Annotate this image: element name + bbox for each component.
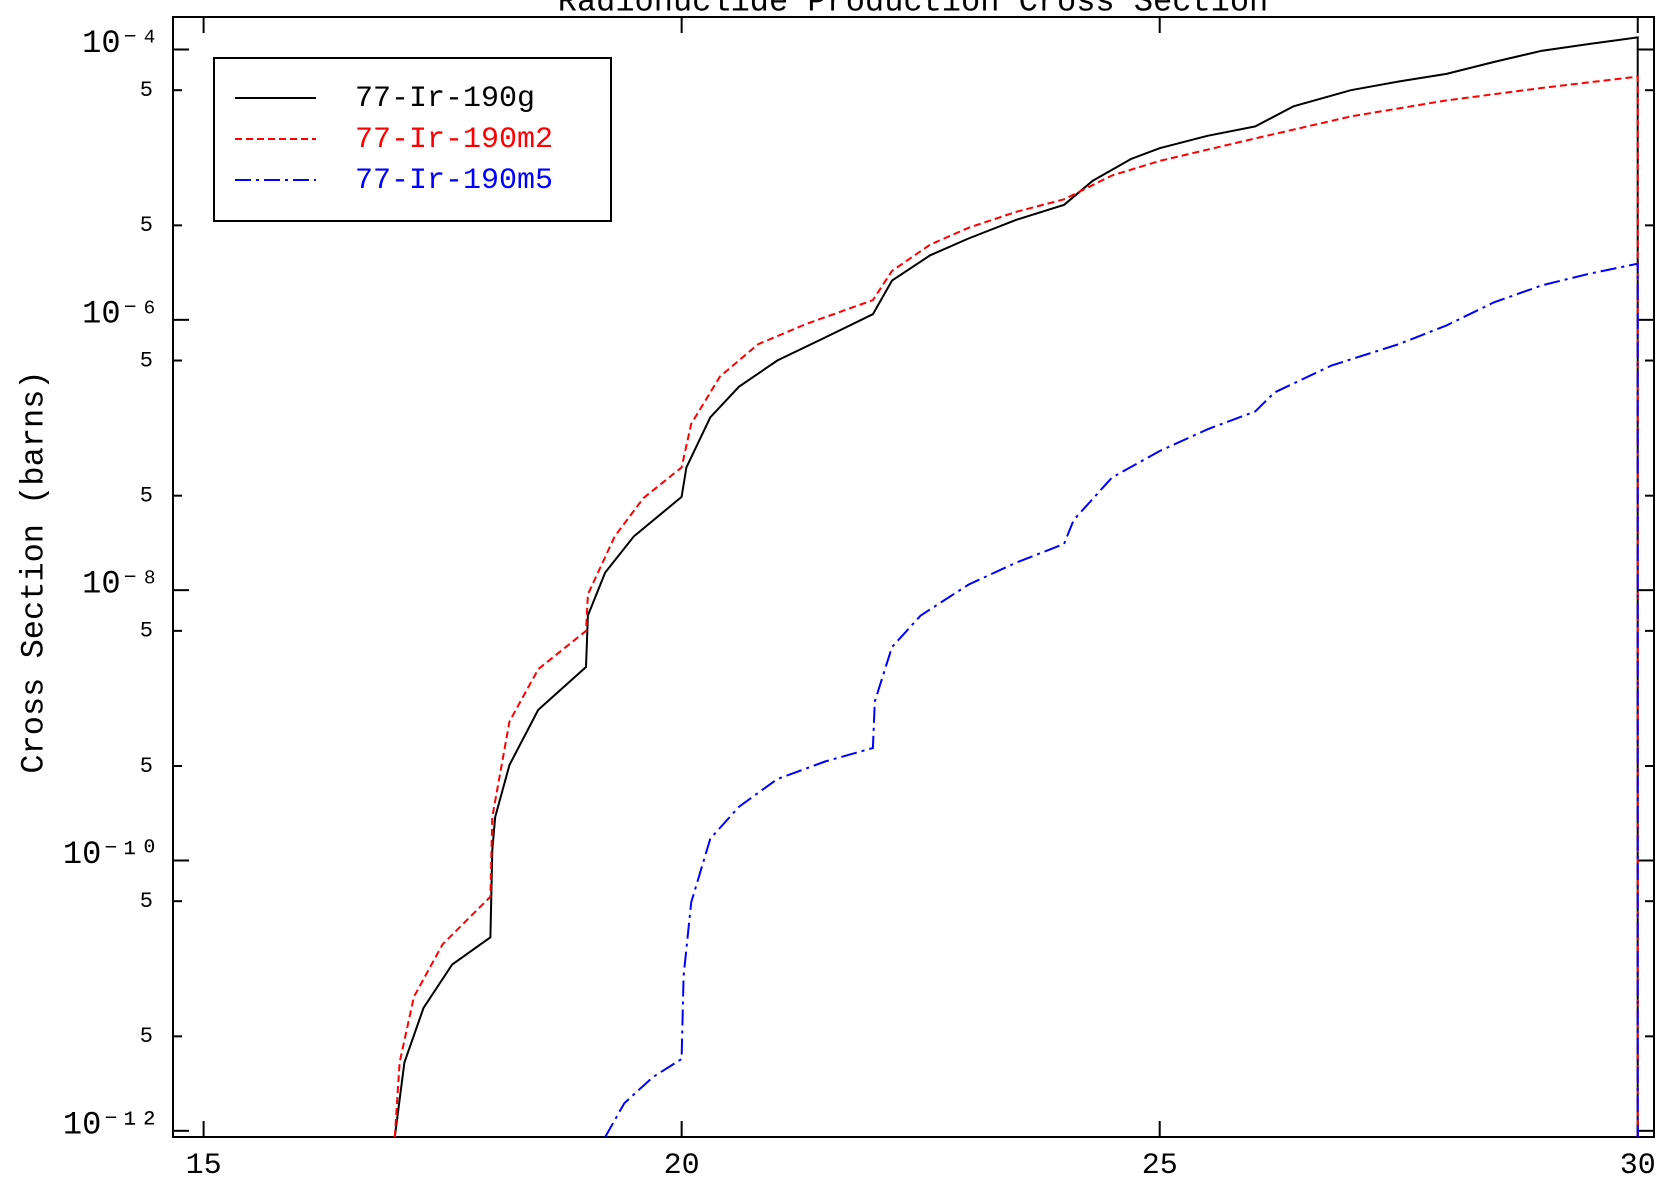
plot-frame	[172, 16, 1655, 1138]
y-tick-label: 5	[140, 348, 153, 373]
y-tick-label: 10⁻⁶	[82, 295, 159, 332]
x-tick-label: 30	[1620, 1149, 1656, 1182]
y-tick-label: 5	[140, 78, 153, 103]
series-line	[393, 36, 1639, 1137]
x-tick-label: 15	[186, 1149, 222, 1182]
y-tick-label: 5	[140, 484, 153, 509]
y-axis-label: Cross Section (barns)	[15, 370, 52, 773]
x-tick-label: 25	[1142, 1149, 1178, 1182]
y-tick-label: 5	[140, 754, 153, 779]
legend-label: 77-Ir-190m2	[355, 123, 553, 157]
y-tick-label: 5	[140, 619, 153, 644]
y-tick-label: 10⁻⁴	[82, 25, 159, 62]
y-tick-label: 10⁻¹⁰	[63, 836, 159, 873]
y-tick-label: 5	[140, 889, 153, 914]
series-line	[393, 75, 1639, 1137]
y-tick-label: 5	[140, 213, 153, 238]
legend-label: 77-Ir-190m5	[355, 164, 553, 198]
y-tick-label: 10⁻¹²	[63, 1106, 159, 1143]
x-tick-label: 20	[664, 1149, 700, 1182]
legend-label: 77-Ir-190g	[355, 82, 535, 116]
y-tick-label: 10⁻⁸	[82, 566, 159, 603]
chart-title: Radionuclide Production Cross Section	[558, 0, 1269, 20]
y-tick-label: 5	[140, 1024, 153, 1049]
series-line	[604, 262, 1639, 1137]
plot-area	[393, 36, 1639, 1137]
